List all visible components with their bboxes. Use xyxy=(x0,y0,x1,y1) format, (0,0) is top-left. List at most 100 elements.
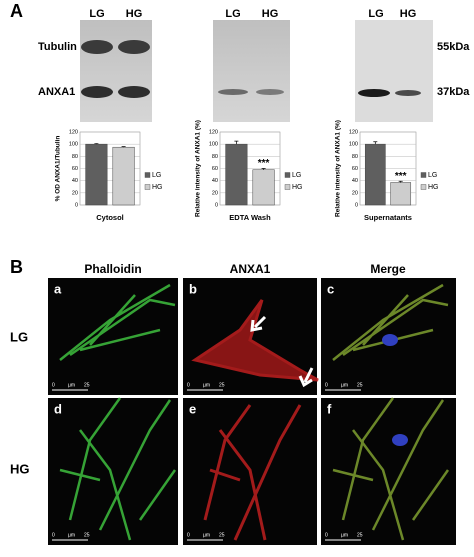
band xyxy=(395,90,421,96)
image-label: e xyxy=(189,401,196,416)
scale-start: 0 xyxy=(52,382,55,388)
column-label: ANXA1 xyxy=(230,262,271,276)
x-axis-label: EDTA Wash xyxy=(229,213,271,222)
scale-unit: µm xyxy=(203,532,210,538)
y-tick-label: 100 xyxy=(209,142,218,148)
nucleus xyxy=(382,334,398,346)
y-tick-label: 40 xyxy=(72,178,78,184)
lane-label: HG xyxy=(400,8,417,20)
image-label: c xyxy=(327,281,334,296)
image-label: f xyxy=(327,401,332,416)
band xyxy=(358,89,390,97)
legend-label: HG xyxy=(292,184,303,191)
error-bar xyxy=(234,140,239,145)
bar xyxy=(390,182,412,206)
anxa1-stain xyxy=(191,299,319,382)
error-bar xyxy=(94,143,99,145)
panel-label: B xyxy=(10,257,23,277)
scale-unit: µm xyxy=(341,382,348,388)
y-tick-label: 60 xyxy=(72,166,78,172)
legend-swatch xyxy=(420,184,427,190)
actin-stain xyxy=(59,283,176,361)
panel-label: A xyxy=(10,1,23,21)
bar xyxy=(85,143,108,206)
legend-swatch xyxy=(284,172,291,178)
arrow xyxy=(250,315,267,332)
x-axis-label: Cytosol xyxy=(96,213,124,222)
legend-label: HG xyxy=(152,184,163,191)
column-label: Merge xyxy=(370,262,406,276)
image-label: a xyxy=(54,281,62,296)
row-label: LG xyxy=(10,329,28,344)
bar xyxy=(364,143,386,206)
bar xyxy=(112,146,135,206)
legend-label: LG xyxy=(428,172,437,179)
annotation: *** xyxy=(395,171,407,182)
bar xyxy=(225,143,248,206)
scale-unit: µm xyxy=(203,382,210,388)
scale-start: 0 xyxy=(187,532,190,538)
scale-start: 0 xyxy=(187,382,190,388)
band xyxy=(218,89,248,95)
marker-label: 55kDa xyxy=(437,41,470,53)
legend-label: HG xyxy=(428,184,439,191)
scale-start: 0 xyxy=(52,532,55,538)
y-tick-label: 120 xyxy=(69,129,78,135)
blot xyxy=(80,20,152,122)
band xyxy=(118,40,150,54)
y-tick-label: 0 xyxy=(75,202,78,208)
nucleus xyxy=(392,434,408,446)
y-axis-label: Relative intensity of ANXA1 (%) xyxy=(335,120,342,217)
y-tick-label: 40 xyxy=(212,178,218,184)
row-label: HG xyxy=(10,461,30,476)
marker-label: 37kDa xyxy=(437,86,470,98)
y-tick-label: 120 xyxy=(209,129,218,135)
scale-start: 0 xyxy=(325,382,328,388)
legend-swatch xyxy=(420,172,427,178)
scale-unit: µm xyxy=(341,532,348,538)
y-axis-label: % OD ANXA1/Tubulin xyxy=(55,136,62,202)
y-tick-label: 0 xyxy=(355,202,358,208)
column-label: Phalloidin xyxy=(84,262,141,276)
merge-stain xyxy=(332,283,449,361)
error-bar xyxy=(398,180,403,183)
blot xyxy=(213,20,290,122)
y-axis-label: Relative intensity of ANXA1 (%) xyxy=(195,120,202,217)
scale-end: 25 xyxy=(84,532,90,538)
y-tick-label: 0 xyxy=(215,202,218,208)
lane-label: LG xyxy=(89,8,104,20)
x-axis-label: Supernatants xyxy=(364,213,412,222)
lane-label: LG xyxy=(368,8,383,20)
y-tick-label: 60 xyxy=(212,166,218,172)
blot-row-label: Tubulin xyxy=(38,41,77,53)
bar xyxy=(252,169,275,206)
image-label: b xyxy=(189,281,197,296)
legend-label: LG xyxy=(152,172,161,179)
y-tick-label: 20 xyxy=(212,190,218,196)
y-tick-label: 80 xyxy=(352,154,358,160)
y-tick-label: 20 xyxy=(352,190,358,196)
y-tick-label: 100 xyxy=(69,142,78,148)
y-tick-label: 80 xyxy=(212,154,218,160)
blot xyxy=(355,20,433,122)
arrow xyxy=(298,367,314,388)
band xyxy=(81,40,113,54)
legend-label: LG xyxy=(292,172,301,179)
scale-end: 25 xyxy=(357,532,363,538)
error-bar xyxy=(121,146,126,148)
scale-unit: µm xyxy=(68,382,75,388)
micrograph xyxy=(48,278,178,395)
scale-end: 25 xyxy=(219,382,225,388)
lane-label: LG xyxy=(225,8,240,20)
lane-label: HG xyxy=(126,8,143,20)
merge-stain xyxy=(332,397,450,541)
band xyxy=(118,86,150,98)
y-tick-label: 120 xyxy=(349,129,358,135)
scale-end: 25 xyxy=(219,532,225,538)
scale-start: 0 xyxy=(325,532,328,538)
lane-label: HG xyxy=(262,8,279,20)
legend-swatch xyxy=(284,184,291,190)
y-tick-label: 80 xyxy=(72,154,78,160)
y-tick-label: 40 xyxy=(352,178,358,184)
scale-end: 25 xyxy=(84,382,90,388)
